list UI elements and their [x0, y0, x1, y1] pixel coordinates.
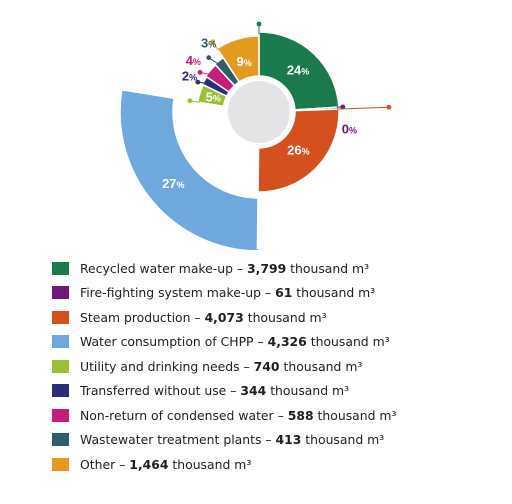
leader-line — [336, 106, 389, 110]
legend-item-fire-fighting: Fire-fighting system make-up – 61 thousa… — [52, 281, 396, 306]
leader-dot — [195, 79, 201, 85]
leader-dot — [187, 98, 193, 104]
legend-swatch — [52, 261, 69, 275]
legend-swatch — [52, 359, 69, 373]
legend-label: Utility and drinking needs – 740 thousan… — [80, 358, 363, 374]
leader-dot — [197, 70, 203, 75]
legend-label: Non-return of condensed water – 588 thou… — [80, 407, 397, 423]
legend-label: Water consumption of CHPP – 4,326 thousa… — [80, 334, 390, 350]
legend-label: Other – 1,464 thousand m³ — [80, 456, 252, 472]
legend-item-wastewater: Wastewater treatment plants – 413 thousa… — [52, 428, 396, 453]
pie-slice — [119, 88, 259, 250]
legend-item-other: Other – 1,464 thousand m³ — [52, 452, 396, 477]
legend-label: Recycled water make-up – 3,799 thousand … — [80, 260, 370, 276]
legend-label: Transferred without use – 344 thousand m… — [80, 383, 350, 399]
slice-percent-label: 9% — [236, 54, 251, 69]
leader-line — [199, 71, 217, 77]
pie-slice — [258, 31, 340, 111]
legend-item-steam-production: Steam production – 4,073 thousand m³ — [52, 305, 396, 330]
legend-item-utility-drinking: Utility and drinking needs – 740 thousan… — [52, 354, 396, 379]
donut-chart: 24% 0% 26% 27% 5% 2%4%3% 9% — [119, 21, 392, 250]
legend-label: Steam production – 4,073 thousand m³ — [80, 309, 327, 325]
pie-slice — [257, 108, 340, 193]
leader-line — [208, 57, 225, 69]
chart-legend: Recycled water make-up – 3,799 thousand … — [52, 256, 396, 477]
legend-swatch — [52, 457, 69, 471]
legend-swatch — [52, 310, 69, 324]
slice-percent-label: 24% — [287, 62, 309, 77]
legend-item-non-return-condensate: Non-return of condensed water – 588 thou… — [52, 403, 396, 428]
slice-percent-label: 26% — [287, 142, 309, 157]
leader-dot — [340, 104, 346, 110]
legend-label: Fire-fighting system make-up – 61 thousa… — [80, 285, 376, 301]
leader-dot — [386, 104, 392, 110]
slice-percent-label: 3% — [201, 36, 216, 51]
legend-swatch — [52, 408, 69, 422]
center-disc — [228, 81, 290, 143]
leader-dot — [256, 21, 262, 27]
legend-swatch — [52, 384, 69, 398]
slice-percent-label: 2% — [182, 68, 197, 83]
legend-item-recycled-water: Recycled water make-up – 3,799 thousand … — [52, 256, 396, 281]
pie-slice — [216, 35, 260, 83]
slice-percent-label: 27% — [162, 176, 184, 191]
slice-percent-label: 0% — [342, 121, 357, 136]
legend-item-transferred: Transferred without use – 344 thousand m… — [52, 379, 396, 404]
legend-swatch — [52, 433, 69, 447]
slice-percent-label: 4% — [186, 53, 201, 68]
legend-swatch — [52, 335, 69, 349]
leader-dot — [210, 39, 216, 45]
leader-dot — [206, 55, 212, 61]
legend-label: Wastewater treatment plants – 413 thousa… — [80, 432, 385, 448]
legend-item-chpp-consumption: Water consumption of CHPP – 4,326 thousa… — [52, 330, 396, 355]
legend-swatch — [52, 286, 69, 300]
slice-percent-label: 5% — [206, 89, 221, 104]
